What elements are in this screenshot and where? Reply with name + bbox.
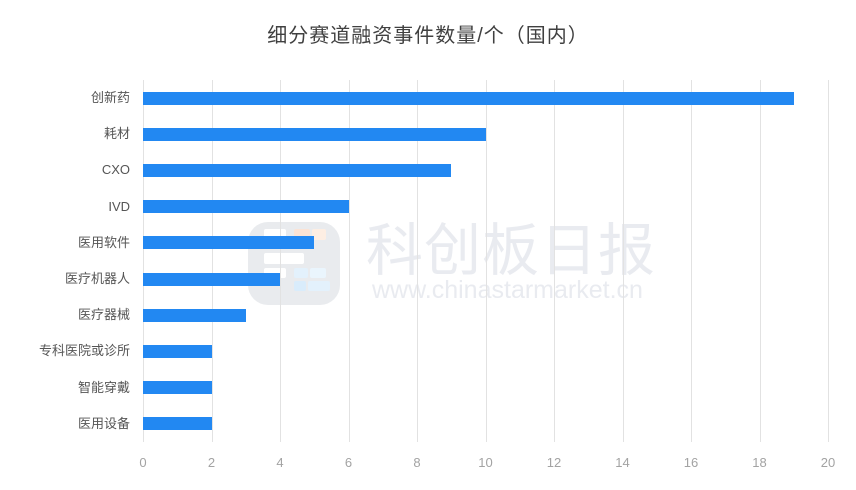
x-tick-label-12: 12 [546, 455, 562, 470]
category-label-CXO: CXO [101, 162, 130, 178]
category-label-创新药: 创新药 [90, 90, 130, 105]
gridline-x-6 [348, 80, 350, 442]
category-label-耗材: 耗材 [103, 126, 130, 142]
x-tick-label-0: 0 [139, 455, 147, 470]
category-label-医疗器械: 医疗器械 [77, 307, 130, 323]
watermark-brand-text: 科创板日报 [366, 219, 656, 283]
x-tick-label-8: 8 [413, 455, 421, 470]
watermark-logo-block [264, 253, 304, 264]
x-tick-label-2: 2 [207, 455, 216, 470]
watermark-logo-block [310, 268, 326, 278]
bar-医用设备 [143, 417, 212, 431]
x-tick-label-16: 16 [683, 455, 699, 470]
gridline-x-8 [417, 80, 418, 442]
category-label-医用设备: 医用设备 [77, 415, 130, 431]
x-tick-label-20: 20 [820, 455, 836, 470]
watermark-logo-block [308, 281, 330, 291]
x-tick-label-18: 18 [752, 455, 767, 470]
gridline-x-14 [622, 80, 624, 442]
gridline-x-18 [759, 80, 761, 442]
bar-医疗机器人 [143, 272, 280, 286]
category-label-医疗机器人: 医疗机器人 [64, 271, 130, 286]
bar-IVD [143, 200, 349, 214]
x-tick-label-10: 10 [478, 455, 493, 470]
gridline-x-16 [691, 80, 692, 442]
gridline-x-10 [485, 80, 487, 442]
watermark-logo-block [294, 268, 308, 278]
gridline-x-2 [211, 80, 213, 442]
bar-耗材 [143, 127, 486, 141]
category-label-医用软件: 医用软件 [77, 234, 130, 250]
plot-area [143, 80, 829, 442]
bar-医用软件 [143, 236, 315, 250]
gridline-x-20 [828, 80, 829, 442]
watermark-logo-block [294, 229, 310, 240]
x-tick-label-4: 4 [276, 455, 284, 470]
category-label-智能穿戴: 智能穿戴 [77, 379, 130, 395]
bar-专科医院或诊所 [143, 345, 212, 358]
x-tick-label-14: 14 [615, 455, 630, 470]
bar-智能穿戴 [143, 381, 212, 395]
gridline-x-0 [143, 80, 144, 442]
category-label-IVD: IVD [108, 198, 130, 214]
watermark-logo-block [264, 229, 286, 240]
x-tick-label-6: 6 [344, 455, 353, 470]
watermark-logo-block [294, 281, 306, 291]
category-label-专科医院或诊所: 专科医院或诊所 [38, 343, 130, 359]
chart-title: 细分赛道融资事件数量/个（国内） [267, 25, 589, 47]
gridline-x-12 [554, 80, 555, 442]
gridline-x-4 [280, 80, 281, 442]
watermark-logo-block [312, 229, 326, 240]
bar-CXO [143, 164, 452, 177]
bar-创新药 [143, 91, 794, 105]
bar-医疗器械 [143, 308, 246, 322]
